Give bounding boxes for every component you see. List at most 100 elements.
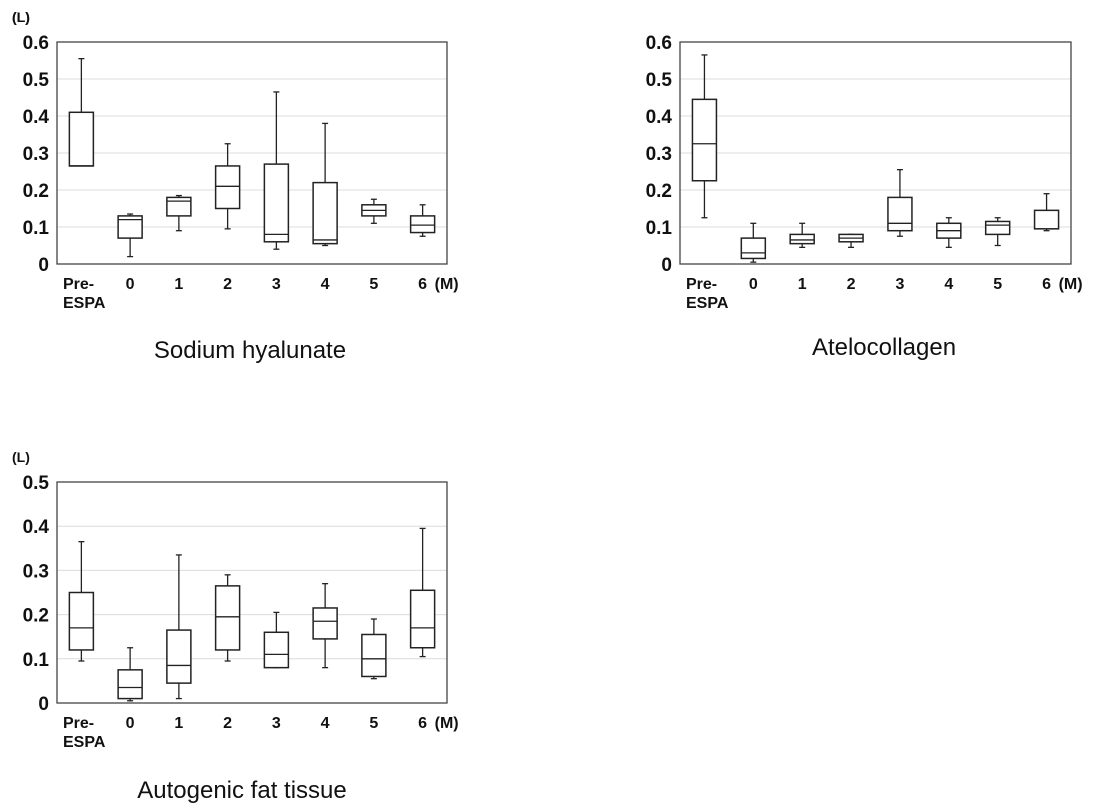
x-axis-unit-label: (M) (1059, 276, 1083, 293)
y-tick-label: 0.5 (646, 70, 673, 91)
x-tick-label: ESPA (63, 734, 106, 751)
x-tick-label: 6 (1042, 276, 1051, 293)
x-tick-label: 3 (272, 715, 281, 732)
box-4 (263, 91, 290, 250)
x-tick-label: Pre- (63, 715, 94, 732)
x-axis-unit-label: (M) (435, 276, 459, 293)
y-tick-label: 0.4 (646, 107, 673, 128)
box-5 (312, 583, 338, 669)
box-6 (361, 198, 387, 224)
x-tick-label: 2 (223, 715, 232, 732)
box-3 (214, 574, 241, 662)
x-tick-label: 1 (798, 276, 807, 293)
box-6 (984, 217, 1011, 247)
y-tick-label: 0.2 (23, 606, 49, 627)
x-tick-label: Pre- (63, 276, 94, 293)
box-2 (166, 554, 192, 700)
y-tick-label: 0.3 (646, 144, 672, 165)
chart-title: Sodium hyalunate (154, 337, 346, 364)
y-tick-label: 0.1 (23, 650, 50, 671)
box-iqr (887, 196, 913, 232)
box-iqr (740, 237, 767, 260)
x-tick-label: 4 (321, 715, 330, 732)
x-tick-label: 4 (321, 276, 330, 293)
x-tick-label: 1 (174, 276, 183, 293)
box-iqr (166, 196, 192, 217)
y-tick-label: 0.5 (23, 473, 50, 494)
box-iqr (409, 589, 436, 649)
box-1 (117, 213, 143, 258)
box-iqr (117, 669, 143, 700)
box-2 (166, 194, 192, 232)
x-tick-label: 6 (418, 276, 427, 293)
box-iqr (312, 181, 338, 245)
box-5 (312, 122, 338, 247)
x-tick-label: 5 (369, 715, 378, 732)
plot-frame (56, 481, 448, 704)
box-iqr (214, 165, 241, 210)
chart-panel-1: 0 0.1 0.2 0.3 0.4 0.5 0.6 (L) Pre- ESPA 0 1 2 3 4 5 6 (M)… (12, 9, 459, 364)
y-axis-unit-label: (L) (12, 449, 30, 465)
box-iqr (166, 629, 192, 684)
box-iqr (1033, 209, 1060, 230)
x-tick-label: 0 (126, 715, 135, 732)
chart-title: Atelocollagen (812, 334, 956, 361)
box-iqr (691, 98, 718, 182)
plot-frame (56, 41, 448, 265)
box-7 (409, 527, 436, 658)
box-3 (214, 143, 241, 230)
y-axis-unit-label: (L) (12, 9, 30, 25)
y-tick-label: 0.3 (23, 561, 49, 582)
box-iqr (68, 111, 95, 167)
x-tick-label: 0 (126, 276, 135, 293)
box-5 (936, 217, 962, 249)
x-axis-unit-label: (M) (435, 715, 459, 732)
box-iqr (409, 215, 436, 234)
x-tick-label: Pre- (686, 276, 717, 293)
y-tick-label: 0.3 (23, 144, 49, 165)
box-iqr (984, 220, 1011, 236)
box-4 (263, 611, 290, 669)
box-4 (887, 168, 913, 237)
box-iqr (361, 633, 387, 678)
box-0 (68, 58, 95, 167)
box-iqr (214, 585, 241, 651)
box-0 (68, 541, 95, 662)
x-tick-label: 3 (895, 276, 904, 293)
y-tick-label: 0.6 (646, 33, 672, 54)
box-3 (838, 233, 864, 249)
box-iqr (68, 591, 95, 651)
x-tick-label: 6 (418, 715, 427, 732)
chart-title: Autogenic fat tissue (137, 777, 346, 804)
box-2 (789, 222, 815, 249)
box-7 (409, 204, 436, 237)
y-tick-label: 0.1 (23, 218, 50, 239)
box-iqr (789, 233, 815, 245)
box-iqr (312, 607, 338, 640)
chart-panel-3: 0 0.1 0.2 0.3 0.4 0.5 (L) Pre- ESPA 0 1 2 3 4 5 6 (M) Aut… (12, 449, 459, 804)
x-tick-label: ESPA (686, 295, 729, 312)
y-tick-label: 0.2 (23, 181, 49, 202)
x-tick-label: 1 (174, 715, 183, 732)
y-axis-unit-label: (L) (12, 9, 30, 25)
y-tick-label: 0 (38, 255, 49, 276)
y-tick-label: 0 (661, 255, 672, 276)
x-tick-label: 4 (944, 276, 953, 293)
x-tick-label: 2 (847, 276, 856, 293)
y-tick-label: 0.4 (23, 107, 50, 128)
box-0 (691, 54, 718, 219)
box-6 (361, 618, 387, 680)
x-tick-label: 0 (749, 276, 758, 293)
y-tick-label: 0.4 (23, 517, 50, 538)
x-tick-label: ESPA (63, 295, 106, 312)
chart-panel-2: 0 0.1 0.2 0.3 0.4 0.5 0.6 (L) Pre- ESPA 0 1 2 3 4 5 6 (M)… (12, 9, 1083, 361)
x-tick-label: 2 (223, 276, 232, 293)
box-iqr (263, 631, 290, 669)
y-tick-label: 0.5 (23, 70, 50, 91)
y-tick-label: 0 (38, 694, 49, 715)
y-tick-label: 0.1 (646, 218, 673, 239)
y-tick-label: 0.2 (646, 181, 672, 202)
x-tick-label: 3 (272, 276, 281, 293)
x-tick-label: 5 (993, 276, 1002, 293)
